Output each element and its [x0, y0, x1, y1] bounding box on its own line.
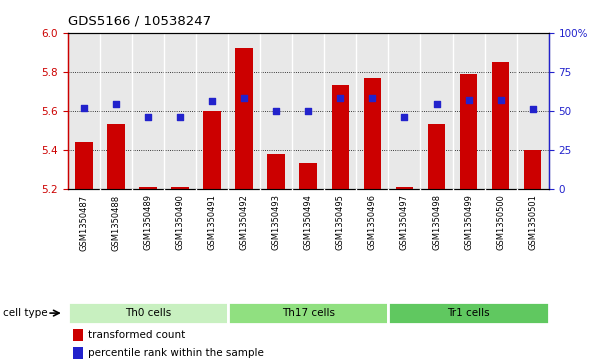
Bar: [388, 302, 549, 324]
Text: GSM1350496: GSM1350496: [368, 195, 377, 250]
Point: [111, 102, 121, 107]
Bar: [107, 125, 124, 189]
Point: [528, 106, 537, 112]
Text: Th17 cells: Th17 cells: [282, 307, 335, 318]
Text: GSM1350488: GSM1350488: [112, 195, 120, 250]
Bar: [171, 187, 189, 189]
Text: GSM1350491: GSM1350491: [208, 195, 217, 250]
Text: GSM1350493: GSM1350493: [272, 195, 281, 250]
Text: cell type: cell type: [3, 308, 48, 318]
Bar: [73, 347, 83, 359]
Point: [240, 95, 249, 101]
Point: [432, 102, 441, 107]
Text: GSM1350501: GSM1350501: [528, 195, 537, 250]
Text: percentile rank within the sample: percentile rank within the sample: [88, 348, 264, 358]
Point: [271, 108, 281, 114]
Bar: [228, 302, 388, 324]
Bar: [267, 154, 285, 189]
Text: GSM1350500: GSM1350500: [496, 195, 505, 250]
Text: GSM1350495: GSM1350495: [336, 195, 345, 250]
Bar: [460, 74, 477, 189]
Text: GSM1350494: GSM1350494: [304, 195, 313, 250]
Bar: [332, 85, 349, 189]
Point: [400, 114, 409, 120]
Text: Th0 cells: Th0 cells: [125, 307, 171, 318]
Bar: [396, 187, 413, 189]
Text: Tr1 cells: Tr1 cells: [447, 307, 490, 318]
Bar: [428, 125, 445, 189]
Text: GSM1350489: GSM1350489: [143, 195, 152, 250]
Point: [79, 105, 88, 110]
Text: GSM1350487: GSM1350487: [80, 195, 88, 250]
Point: [464, 97, 473, 103]
Point: [368, 95, 377, 101]
Text: GSM1350498: GSM1350498: [432, 195, 441, 250]
Bar: [73, 329, 83, 341]
Point: [496, 97, 505, 103]
Point: [303, 108, 313, 114]
Bar: [75, 142, 93, 189]
Text: GSM1350490: GSM1350490: [176, 195, 185, 250]
Point: [143, 114, 153, 120]
Bar: [363, 78, 381, 189]
Bar: [235, 48, 253, 189]
Point: [208, 98, 217, 104]
Point: [336, 95, 345, 101]
Text: GSM1350497: GSM1350497: [400, 195, 409, 250]
Bar: [492, 62, 509, 189]
Text: transformed count: transformed count: [88, 330, 185, 340]
Bar: [300, 163, 317, 189]
Text: GDS5166 / 10538247: GDS5166 / 10538247: [68, 15, 211, 28]
Text: GSM1350492: GSM1350492: [240, 195, 248, 250]
Bar: [68, 302, 228, 324]
Bar: [204, 111, 221, 189]
Point: [175, 114, 185, 120]
Bar: [524, 150, 542, 189]
Bar: [139, 187, 157, 189]
Text: GSM1350499: GSM1350499: [464, 195, 473, 250]
